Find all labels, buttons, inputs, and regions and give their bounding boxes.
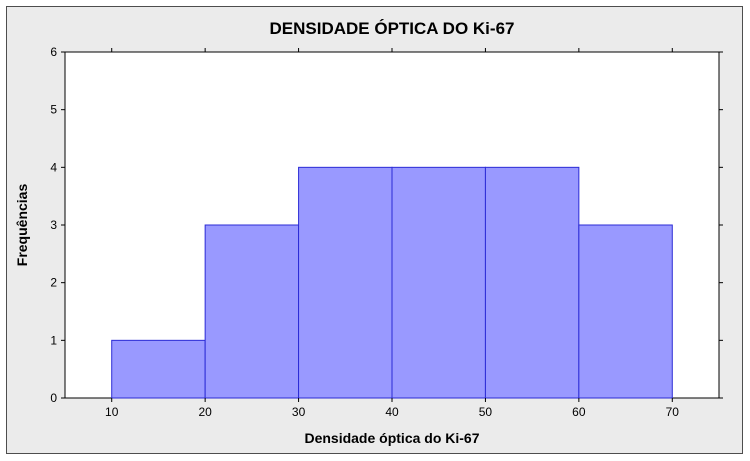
histogram-bar-3 [298,166,393,399]
histogram-chart: DENSIDADE ÓPTICA DO Ki-67 10 20 30 40 50 60 70… [14,19,723,446]
y-tick-label: 6 [50,45,57,59]
y-tick-label: 2 [50,276,57,290]
y-tick-label: 0 [50,391,57,405]
histogram-bar-1 [111,339,206,399]
y-tick-label: 1 [50,333,57,347]
x-tick-label: 30 [292,405,306,419]
x-tick-label: 20 [198,405,212,419]
chart-frame: DENSIDADE ÓPTICA DO Ki-67 10 20 30 40 50 60 70… [6,6,743,454]
y-tick-label: 4 [50,160,57,174]
x-tick-label: 50 [479,405,493,419]
histogram-bar-4 [391,166,486,399]
chart-title: DENSIDADE ÓPTICA DO Ki-67 [270,19,515,38]
histogram-bar-6 [578,224,673,399]
y-axis-label: Frequências [14,184,30,267]
histogram-bar-5 [484,166,580,399]
histogram-bar-2 [204,224,300,399]
y-tick-label: 5 [50,103,57,117]
x-tick-label: 70 [666,405,680,419]
x-tick-label: 10 [105,405,119,419]
x-tick-label: 60 [572,405,586,419]
y-tick-label: 3 [50,218,57,232]
x-tick-label: 40 [385,405,399,419]
x-axis-label: Densidade óptica do Ki-67 [304,430,479,446]
